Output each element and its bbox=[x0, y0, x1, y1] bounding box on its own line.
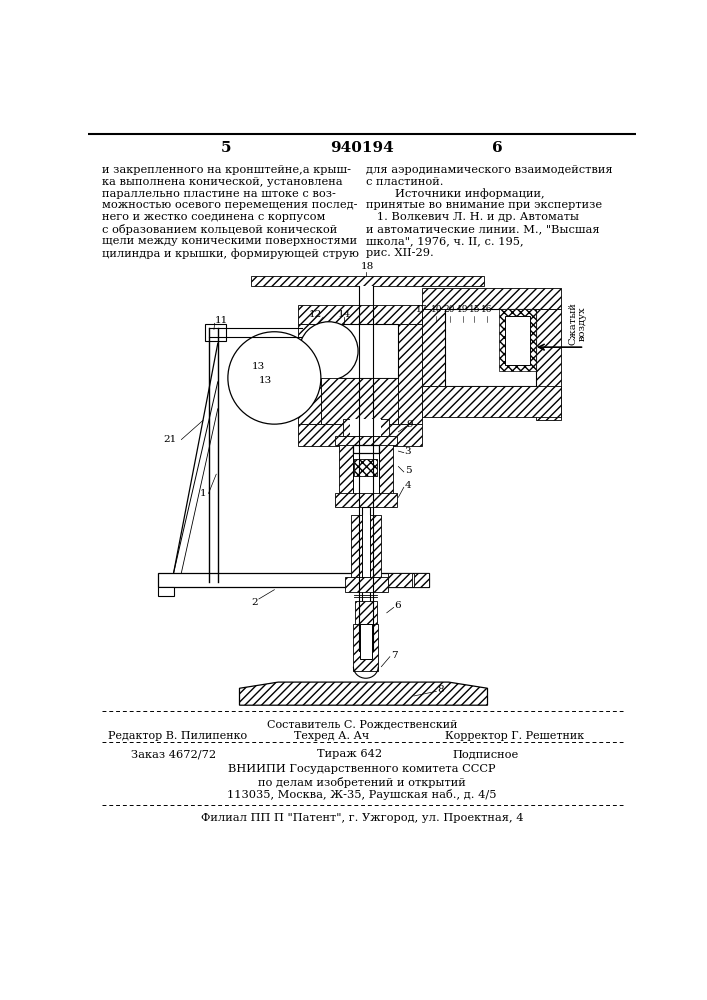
Text: 17: 17 bbox=[416, 305, 427, 314]
Text: с пластиной.: с пластиной. bbox=[366, 177, 443, 187]
Text: рис. XII-29.: рис. XII-29. bbox=[366, 248, 433, 258]
Bar bbox=[321, 378, 398, 424]
Bar bbox=[398, 324, 421, 424]
Text: 20: 20 bbox=[444, 305, 455, 314]
Text: школа", 1976, ч. II, с. 195,: школа", 1976, ч. II, с. 195, bbox=[366, 236, 523, 246]
Bar bbox=[335, 493, 397, 507]
Bar bbox=[354, 624, 378, 671]
Text: 16: 16 bbox=[481, 305, 493, 314]
Bar bbox=[298, 305, 421, 324]
Bar bbox=[421, 309, 445, 386]
Text: 5: 5 bbox=[221, 141, 232, 155]
Text: 18: 18 bbox=[361, 262, 374, 271]
Bar bbox=[362, 515, 370, 577]
Text: по делам изобретений и открытий: по делам изобретений и открытий bbox=[258, 777, 466, 788]
Text: 12: 12 bbox=[309, 310, 322, 319]
Circle shape bbox=[299, 322, 358, 380]
Text: 6: 6 bbox=[492, 141, 503, 155]
Bar bbox=[499, 309, 537, 371]
Text: 113035, Москва, Ж-35, Раушская наб., д. 4/5: 113035, Москва, Ж-35, Раушская наб., д. … bbox=[227, 789, 497, 800]
Bar bbox=[335, 436, 397, 445]
Text: него и жестко соединена с корпусом: него и жестко соединена с корпусом bbox=[103, 212, 326, 222]
Text: и автоматические линии. М., "Высшая: и автоматические линии. М., "Высшая bbox=[366, 224, 600, 234]
Bar bbox=[355, 601, 377, 624]
Text: 21: 21 bbox=[163, 435, 176, 444]
Bar bbox=[204, 324, 226, 341]
Text: 8: 8 bbox=[437, 685, 444, 694]
Text: Составитель С. Рождественский: Составитель С. Рождественский bbox=[267, 719, 457, 729]
Bar bbox=[360, 624, 372, 659]
Text: 3: 3 bbox=[404, 447, 411, 456]
Bar bbox=[414, 573, 429, 587]
Text: Подписное: Подписное bbox=[452, 749, 519, 759]
Text: параллельно пластине на штоке с воз-: параллельно пластине на штоке с воз- bbox=[103, 189, 337, 199]
Bar bbox=[388, 573, 411, 587]
Text: цилиндра и крышки, формирующей струю: цилиндра и крышки, формирующей струю bbox=[103, 248, 359, 259]
Bar bbox=[354, 459, 378, 476]
Bar bbox=[251, 276, 484, 286]
Text: можностью осевого перемещения послед-: можностью осевого перемещения послед- bbox=[103, 200, 358, 210]
Text: с образованием кольцевой конической: с образованием кольцевой конической bbox=[103, 224, 337, 235]
Bar bbox=[354, 459, 378, 476]
Text: 4: 4 bbox=[404, 481, 411, 490]
Bar bbox=[353, 445, 379, 497]
Bar bbox=[445, 309, 537, 386]
Bar bbox=[158, 573, 429, 587]
Text: 15: 15 bbox=[469, 305, 480, 314]
Bar bbox=[537, 309, 561, 420]
Text: 6: 6 bbox=[395, 601, 401, 610]
Text: Филиал ПП П "Патент", г. Ужгород, ул. Проектная, 4: Филиал ПП П "Патент", г. Ужгород, ул. Пр… bbox=[201, 813, 523, 823]
Text: ВНИИПИ Государственного комитета СССР: ВНИИПИ Государственного комитета СССР bbox=[228, 764, 496, 774]
Bar bbox=[321, 324, 398, 378]
Text: 1. Волкевич Л. Н. и др. Автоматы: 1. Волкевич Л. Н. и др. Автоматы bbox=[366, 212, 579, 222]
Text: 9: 9 bbox=[406, 420, 413, 429]
Text: 940194: 940194 bbox=[330, 141, 394, 155]
Text: 5: 5 bbox=[404, 466, 411, 475]
Bar bbox=[362, 507, 370, 609]
Bar bbox=[379, 436, 393, 497]
Text: Тираж 642: Тираж 642 bbox=[317, 749, 382, 759]
Bar bbox=[298, 324, 321, 424]
Text: Источники информации,: Источники информации, bbox=[366, 189, 544, 199]
Bar bbox=[343, 419, 389, 436]
Bar bbox=[351, 515, 380, 577]
Text: 7: 7 bbox=[391, 651, 397, 660]
Text: принятые во внимание при экспертизе: принятые во внимание при экспертизе bbox=[366, 200, 602, 210]
Bar bbox=[353, 445, 379, 453]
Text: 13: 13 bbox=[259, 376, 271, 385]
Bar bbox=[421, 386, 561, 417]
Bar bbox=[339, 436, 353, 497]
Bar bbox=[359, 286, 373, 651]
Text: щели между коническими поверхностями: щели между коническими поверхностями bbox=[103, 236, 358, 246]
Circle shape bbox=[228, 332, 321, 424]
Polygon shape bbox=[240, 682, 488, 705]
Text: Техред А. Ач: Техред А. Ач bbox=[293, 731, 369, 741]
Text: Заказ 4672/72: Заказ 4672/72 bbox=[131, 749, 216, 759]
Text: 14: 14 bbox=[337, 310, 351, 319]
Text: ка выполнена конической, установлена: ка выполнена конической, установлена bbox=[103, 177, 343, 187]
Text: для аэродинамического взаимодействия: для аэродинамического взаимодействия bbox=[366, 165, 612, 175]
Text: 19: 19 bbox=[457, 305, 469, 314]
Bar bbox=[421, 288, 561, 309]
Text: 10: 10 bbox=[431, 305, 442, 314]
Bar bbox=[345, 577, 387, 592]
Bar bbox=[351, 419, 381, 436]
Text: 1: 1 bbox=[200, 489, 206, 498]
Bar bbox=[298, 424, 421, 446]
Text: 13: 13 bbox=[252, 362, 266, 371]
Text: и закрепленного на кронштейне,а крыш-: и закрепленного на кронштейне,а крыш- bbox=[103, 165, 351, 175]
Bar bbox=[506, 316, 530, 365]
Bar bbox=[158, 587, 174, 596]
Text: 2: 2 bbox=[252, 598, 258, 607]
Text: 11: 11 bbox=[215, 316, 228, 325]
Text: Сжатый: Сжатый bbox=[568, 303, 577, 345]
Text: Редактор В. Пилипенко: Редактор В. Пилипенко bbox=[107, 731, 247, 741]
Text: воздух: воздух bbox=[578, 307, 587, 341]
Text: Корректор Г. Решетник: Корректор Г. Решетник bbox=[445, 731, 584, 741]
